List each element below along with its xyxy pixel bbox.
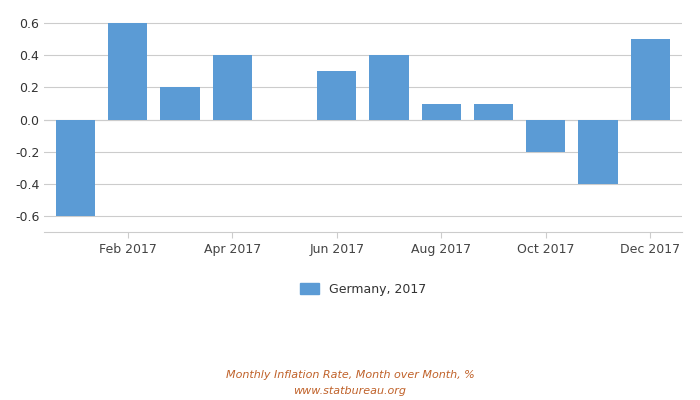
Bar — [578, 120, 617, 184]
Bar — [160, 88, 200, 120]
Bar — [526, 120, 566, 152]
Text: Monthly Inflation Rate, Month over Month, %: Monthly Inflation Rate, Month over Month… — [225, 370, 475, 380]
Bar — [370, 55, 409, 120]
Bar — [317, 71, 356, 120]
Legend: Germany, 2017: Germany, 2017 — [295, 278, 431, 301]
Bar — [631, 39, 670, 120]
Bar — [421, 104, 461, 120]
Bar — [56, 120, 95, 216]
Text: www.statbureau.org: www.statbureau.org — [293, 386, 407, 396]
Bar — [474, 104, 513, 120]
Bar — [213, 55, 252, 120]
Bar — [108, 23, 148, 120]
